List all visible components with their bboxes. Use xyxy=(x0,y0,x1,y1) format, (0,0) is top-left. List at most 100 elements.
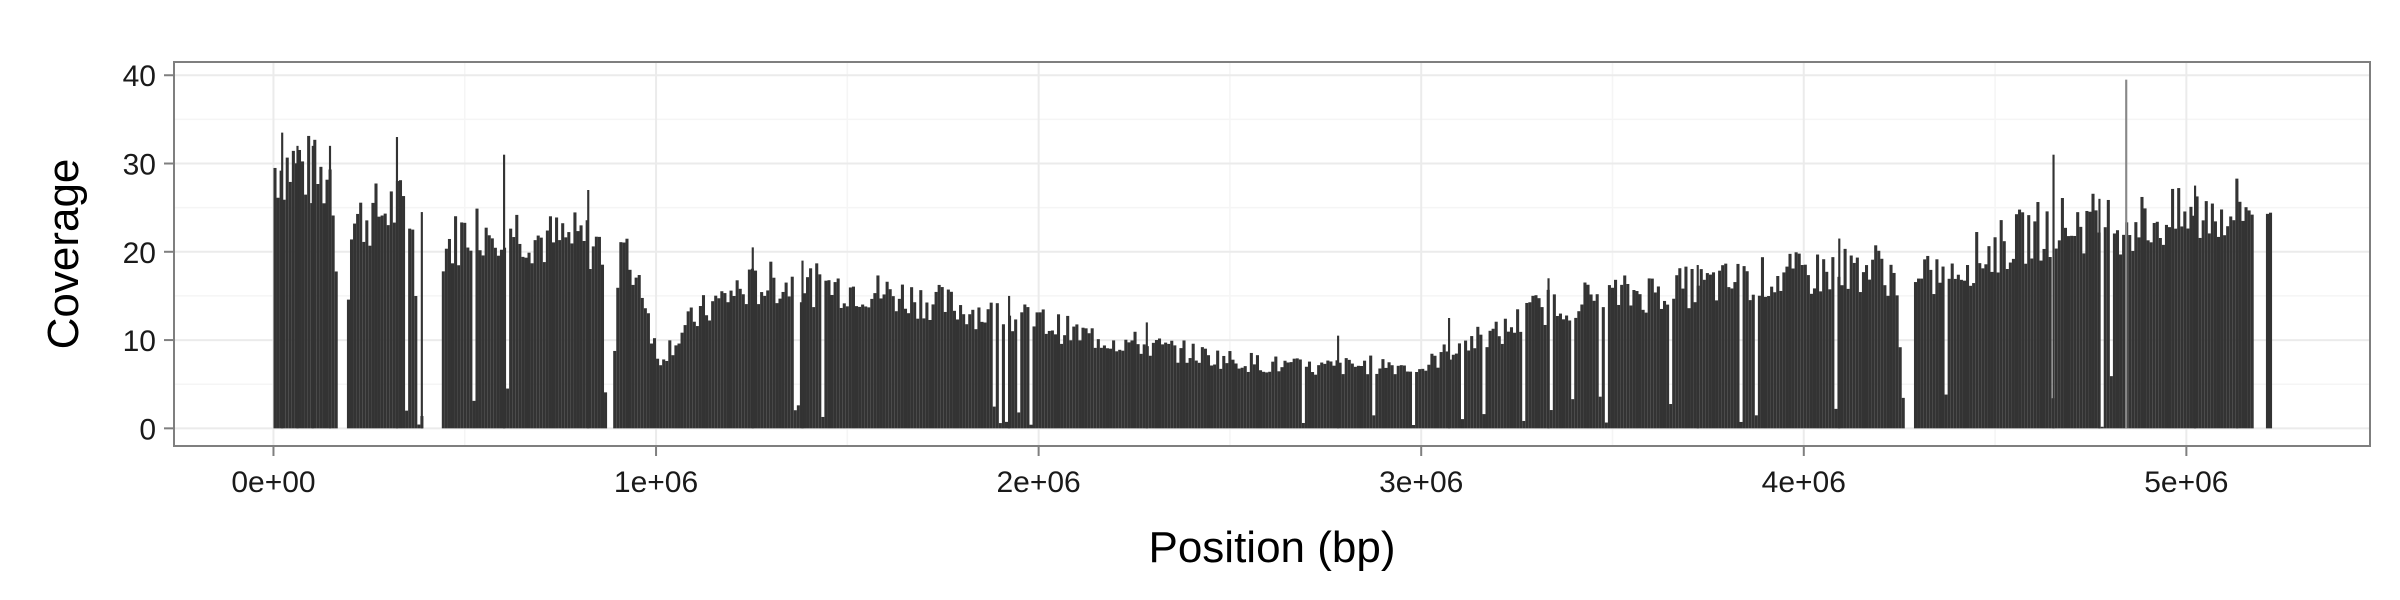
coverage-bar xyxy=(2171,188,2175,429)
coverage-bar xyxy=(1623,275,1627,429)
coverage-bar xyxy=(763,295,767,429)
coverage-bar xyxy=(1338,362,1342,429)
coverage-bar xyxy=(1060,343,1064,429)
coverage-bar xyxy=(778,298,782,429)
coverage-bar xyxy=(1142,344,1146,429)
coverage-bar xyxy=(1188,358,1192,429)
coverage-bar xyxy=(2094,210,2098,429)
coverage-bar xyxy=(349,239,354,429)
coverage-bar xyxy=(701,295,706,429)
coverage-bar xyxy=(1589,294,1593,429)
coverage-bar xyxy=(1800,265,1804,429)
coverage-bar xyxy=(809,268,813,429)
coverage-bar xyxy=(1479,334,1483,429)
coverage-bar xyxy=(1920,278,1924,429)
coverage-bar xyxy=(2018,209,2022,429)
coverage-bar xyxy=(839,307,843,429)
coverage-bar xyxy=(564,237,568,429)
coverage-bar xyxy=(475,208,479,429)
coverage-bar xyxy=(2067,236,2071,429)
coverage-spike xyxy=(328,145,332,429)
coverage-bar xyxy=(1093,347,1097,429)
coverage-bar xyxy=(1167,343,1171,429)
coverage-bar xyxy=(558,240,562,429)
coverage-bar xyxy=(2241,220,2245,429)
coverage-bar xyxy=(1485,347,1489,429)
coverage-bar xyxy=(2232,220,2236,429)
coverage-bar xyxy=(1782,272,1786,429)
coverage-bar xyxy=(1405,371,1409,429)
coverage-bar xyxy=(943,311,947,429)
coverage-bar xyxy=(1981,268,1985,429)
coverage-bar xyxy=(897,298,901,429)
coverage-bar xyxy=(1929,269,1933,429)
coverage-bar xyxy=(1182,340,1186,429)
coverage-bar xyxy=(591,246,595,429)
coverage-bar xyxy=(1161,344,1165,429)
coverage-bar xyxy=(2183,211,2187,429)
coverage-bar xyxy=(1681,288,1685,429)
coverage-bar xyxy=(708,320,712,429)
coverage-bar xyxy=(368,245,372,429)
coverage-bar xyxy=(1516,309,1520,429)
coverage-bar xyxy=(1185,362,1189,429)
coverage-bar xyxy=(1500,343,1504,429)
coverage-bar xyxy=(955,319,960,429)
coverage-bar xyxy=(1926,255,1930,429)
coverage-bar xyxy=(582,240,586,429)
coverage-bar xyxy=(573,212,577,429)
coverage-bar xyxy=(946,289,950,429)
coverage-bar xyxy=(1216,350,1220,429)
coverage-bar xyxy=(276,197,280,429)
coverage-bar xyxy=(735,280,739,429)
coverage-bar xyxy=(408,228,412,429)
coverage-bar xyxy=(322,203,326,429)
coverage-bar xyxy=(588,269,592,429)
coverage-bar xyxy=(2164,224,2168,429)
coverage-bar xyxy=(1975,232,1979,429)
coverage-bar xyxy=(1822,259,1826,429)
coverage-bar xyxy=(616,287,620,429)
coverage-bar xyxy=(2174,228,2178,429)
coverage-bar xyxy=(873,293,877,429)
coverage-bar xyxy=(604,392,608,429)
coverage-bar xyxy=(1561,319,1566,429)
coverage-bar xyxy=(2085,210,2089,429)
coverage-bar xyxy=(2229,216,2233,429)
coverage-bar xyxy=(2244,207,2248,429)
coverage-bar xyxy=(796,405,800,429)
coverage-spike xyxy=(2236,181,2239,429)
coverage-bar xyxy=(1773,292,1777,429)
coverage-bar xyxy=(1917,278,1921,429)
coverage-bar xyxy=(2204,201,2208,429)
coverage-bar xyxy=(1678,268,1682,429)
coverage-bar xyxy=(1222,355,1226,429)
y-tick-label: 10 xyxy=(123,325,156,358)
coverage-bar xyxy=(1825,271,1829,429)
coverage-bar xyxy=(833,282,837,429)
coverage-bar xyxy=(1889,264,1893,429)
coverage-spike xyxy=(751,247,754,429)
coverage-bar xyxy=(1794,252,1798,429)
coverage-bar xyxy=(656,358,660,429)
coverage-bar xyxy=(861,304,865,429)
coverage-bar xyxy=(2128,235,2132,429)
coverage-bar xyxy=(925,302,929,429)
coverage-bar xyxy=(836,278,840,429)
coverage-bar xyxy=(1705,273,1709,429)
coverage-bar xyxy=(775,303,779,429)
coverage-bar xyxy=(1935,259,1939,429)
coverage-bar xyxy=(273,167,277,429)
coverage-bar xyxy=(1304,366,1308,429)
coverage-bar xyxy=(940,287,944,429)
coverage-bar xyxy=(1632,290,1636,429)
coverage-bar xyxy=(1966,265,1970,429)
coverage-bar xyxy=(806,277,810,429)
coverage-bar xyxy=(1531,295,1535,429)
coverage-bar xyxy=(842,303,846,429)
coverage-bar xyxy=(968,314,972,429)
coverage-bar xyxy=(2189,206,2193,429)
coverage-bar xyxy=(1892,272,1896,429)
coverage-bar xyxy=(1672,298,1676,429)
coverage-bar xyxy=(484,227,488,429)
